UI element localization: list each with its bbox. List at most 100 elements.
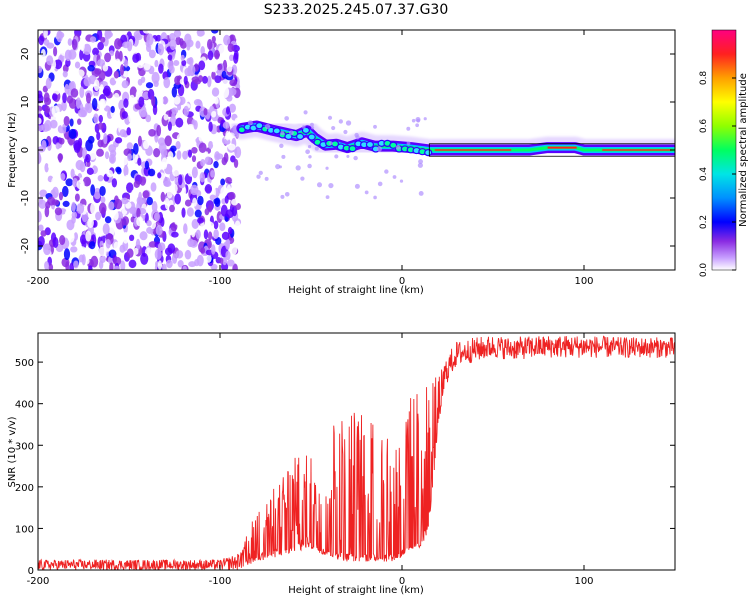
noise-cell [170, 145, 177, 152]
noise-cell [235, 30, 241, 41]
noise-cell [207, 204, 213, 213]
noise-cell [187, 162, 193, 169]
noise-cell [114, 38, 122, 50]
noise-cell [113, 113, 121, 121]
noise-cell [44, 162, 49, 173]
noise-cell [128, 259, 137, 269]
noise-cell [47, 162, 57, 170]
noise-cell [210, 170, 215, 178]
noise-cell [157, 172, 162, 179]
noise-cell [190, 184, 199, 196]
noise-cell [222, 257, 228, 266]
noise-cell [68, 81, 75, 91]
noise-cell [200, 158, 206, 167]
noise-cell [178, 174, 183, 186]
noise-cell [90, 255, 99, 268]
noise-cell [219, 257, 224, 264]
noise-cell [130, 189, 137, 202]
scatter-dot [256, 174, 261, 179]
noise-cell [43, 92, 50, 103]
noise-cell [41, 123, 50, 132]
noise-cell [204, 156, 212, 165]
noise-cell [73, 140, 82, 151]
noise-cell [207, 231, 213, 241]
noise-cell [176, 133, 184, 142]
noise-cell [132, 53, 140, 63]
noise-cell [43, 30, 48, 39]
scatter-dot [310, 122, 314, 127]
noise-cell [183, 105, 190, 117]
ridge-blob [272, 127, 281, 135]
noise-cell [62, 70, 68, 78]
noise-cell [211, 87, 220, 97]
scatter-dot [305, 149, 310, 155]
noise-cell [82, 117, 87, 130]
noise-cell [100, 36, 106, 43]
noise-cell [217, 63, 223, 71]
noise-cell [200, 247, 206, 254]
noise-cell [167, 151, 174, 161]
noise-cell [221, 86, 230, 98]
noise-cell [61, 257, 70, 268]
noise-cell [75, 224, 82, 233]
ridge-blob [389, 141, 398, 149]
noise-cell [80, 39, 85, 52]
y-tick-label: 500 [15, 358, 34, 369]
noise-cell [61, 185, 69, 198]
noise-cell [175, 141, 181, 150]
noise-cell [173, 60, 180, 67]
noise-cell [87, 217, 94, 229]
y-tick-label: 0 [28, 566, 34, 577]
noise-cell [70, 88, 79, 98]
noise-cell [188, 57, 194, 66]
noise-cell [98, 70, 106, 81]
noise-cell [98, 260, 104, 270]
noise-cell [180, 54, 185, 62]
noise-cell [38, 224, 44, 232]
noise-cell [221, 70, 227, 79]
noise-cell [38, 65, 43, 74]
noise-cell [51, 105, 60, 117]
noise-cell [228, 54, 235, 62]
noise-cell [157, 95, 164, 106]
noise-cell [169, 33, 176, 41]
noise-cell [39, 189, 48, 197]
noise-cell [77, 109, 87, 118]
noise-cell [48, 263, 54, 270]
noise-cell [182, 136, 188, 145]
noise-cell [203, 229, 209, 240]
scatter-dot [331, 125, 336, 131]
scatter-dot [329, 141, 333, 146]
noise-cell [100, 98, 107, 109]
noise-cell [190, 226, 196, 238]
noise-cell [79, 49, 84, 61]
noise-cell [213, 160, 219, 169]
noise-cell [38, 152, 41, 164]
noise-cell [184, 199, 192, 207]
colorbar: 0.0 0.2 0.4 0.6 0.8 Normalized spectral ampl… [699, 29, 749, 277]
scatter-dot [406, 141, 411, 145]
noise-cell [154, 59, 159, 68]
noise-cell [73, 232, 79, 241]
noise-cell [166, 259, 173, 269]
spectrogram-y-label: Frequency (Hz) [7, 112, 18, 188]
noise-cell [67, 38, 73, 46]
noise-cell [97, 174, 104, 182]
noise-cell [120, 260, 126, 270]
spectrogram-data [38, 30, 675, 270]
scatter-dot [316, 182, 323, 188]
noise-cell [69, 118, 74, 127]
noise-cell [100, 196, 106, 204]
noise-cell [196, 254, 204, 267]
noise-cell [225, 106, 231, 115]
noise-cell [146, 196, 154, 206]
noise-cell [133, 180, 140, 188]
noise-cell [194, 209, 202, 218]
noise-cell [192, 131, 198, 140]
noise-cell [143, 62, 151, 71]
noise-cell [187, 65, 192, 77]
scatter-dot [325, 166, 329, 170]
noise-cell [52, 87, 61, 95]
noise-cell [114, 137, 123, 144]
noise-cell [42, 243, 51, 250]
